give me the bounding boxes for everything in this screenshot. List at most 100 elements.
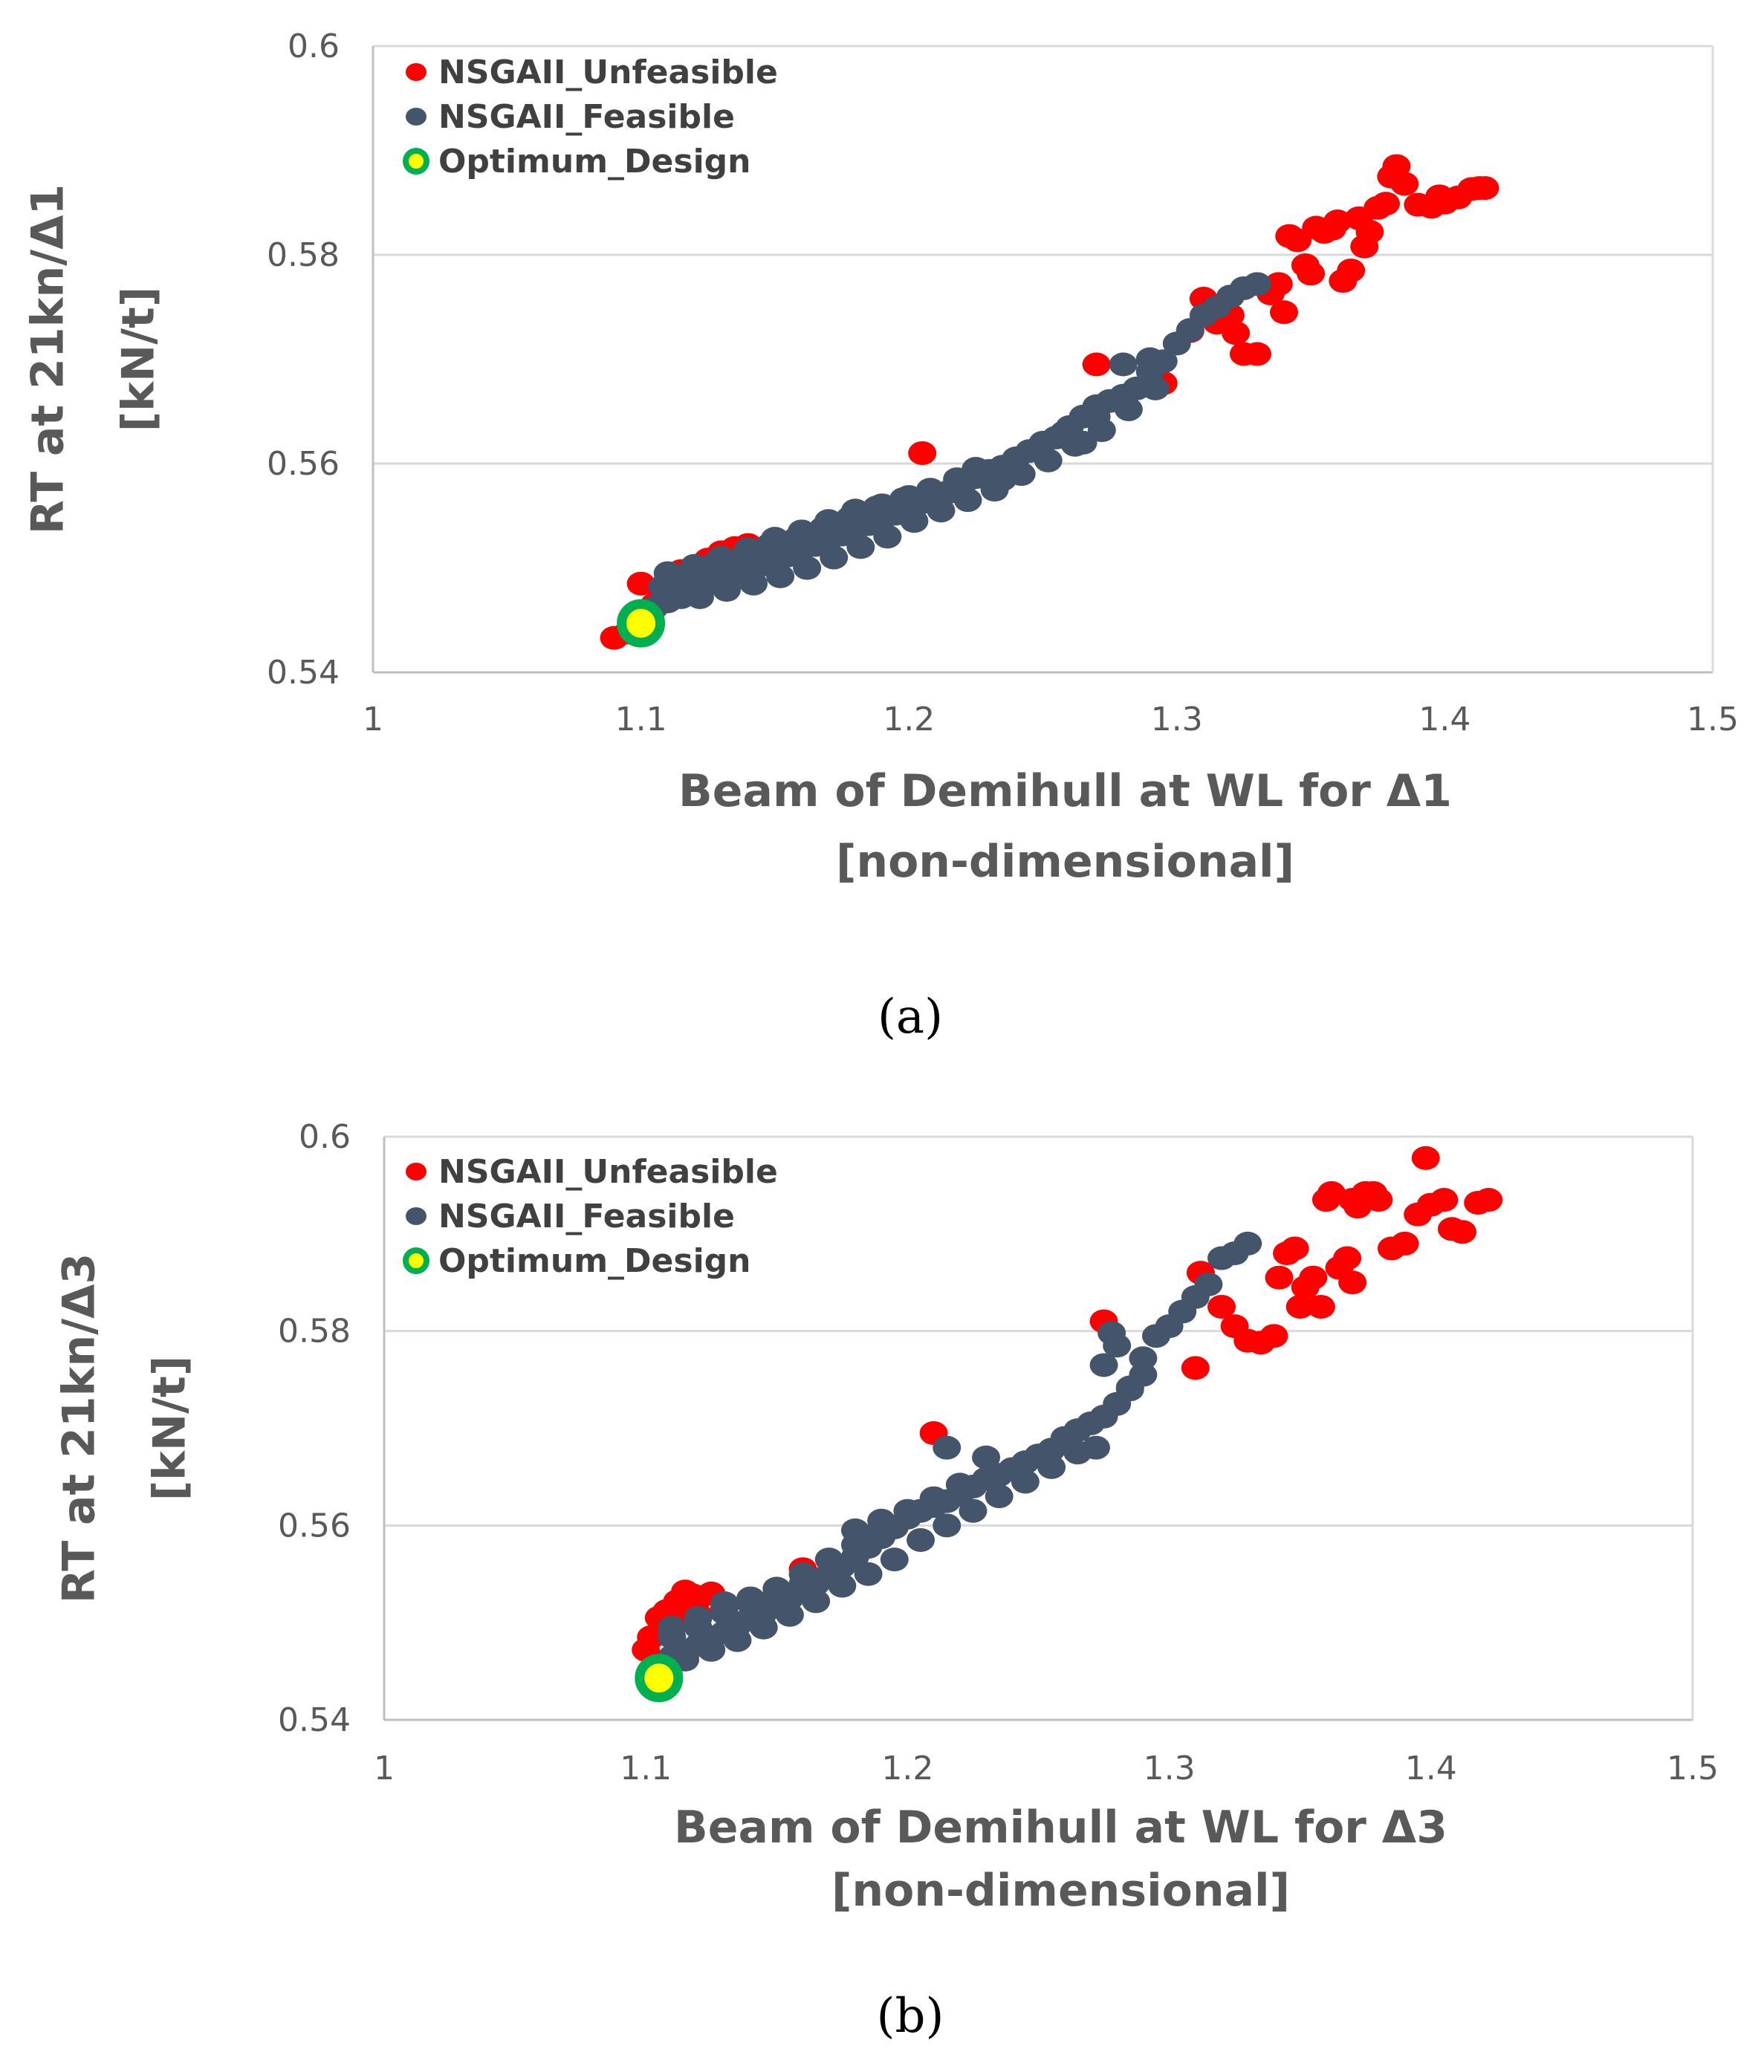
unfeasible-point <box>1259 1324 1288 1348</box>
unfeasible-point <box>908 441 937 465</box>
feasible-point <box>1114 397 1143 421</box>
unfeasible-point <box>1448 1220 1477 1244</box>
unfeasible-point <box>1333 1246 1362 1270</box>
feasible-point <box>760 527 789 551</box>
unfeasible-point <box>1297 262 1326 286</box>
unfeasible-point <box>1338 1270 1367 1295</box>
feasible-point <box>895 484 924 509</box>
feasible-point <box>788 1571 817 1596</box>
feasible-point <box>1089 1353 1118 1377</box>
y-tick-label: 0.56 <box>278 1507 351 1545</box>
x-tick-label: 1.3 <box>1144 1750 1196 1787</box>
feasible-point <box>775 1602 804 1627</box>
unfeasible-point <box>1411 1146 1440 1170</box>
feasible-point <box>685 585 714 609</box>
y-tick-label: 0.58 <box>278 1313 351 1351</box>
feasible-point <box>1082 404 1111 429</box>
legend-marker-feasible <box>406 108 427 126</box>
legend-marker-optimum <box>403 148 429 175</box>
feasible-point <box>1233 1231 1262 1256</box>
y-tick-label: 0.58 <box>267 236 340 274</box>
feasible-point <box>959 1498 988 1523</box>
feasible-point <box>1129 1363 1158 1387</box>
figure-caption: (a) <box>878 990 943 1045</box>
unfeasible-point <box>1430 1188 1459 1212</box>
unfeasible-point <box>626 571 655 596</box>
x-tick-label: 1 <box>374 1750 395 1787</box>
feasible-point <box>1011 1469 1040 1494</box>
chart-panel-b: 0.54 0.56 0.58 0.6 1 1.1 1.2 1.3 1.4 1.5 RT at 21k… <box>53 1118 1719 2044</box>
unfeasible-point <box>1242 342 1271 366</box>
legend-label: NSGAII_Unfeasible <box>438 1153 778 1191</box>
unfeasible-point <box>1323 210 1352 234</box>
optimum-design-point <box>635 1654 684 1703</box>
feasible-point <box>868 493 897 518</box>
feasible-point <box>1034 448 1063 472</box>
feasible-point <box>1141 376 1170 400</box>
x-axis-title: Beam of Demihull at WL for Δ3 <box>674 1802 1447 1854</box>
feasible-point <box>684 1605 713 1630</box>
unfeasible-point <box>1390 1231 1419 1256</box>
figure-caption: (b) <box>877 1989 944 2044</box>
unfeasible-point <box>1082 352 1111 377</box>
feasible-point <box>1037 1455 1066 1479</box>
legend-marker-unfeasible <box>406 63 427 81</box>
x-axis-title: [non-dimensional] <box>836 836 1294 888</box>
x-axis-title: [non-dimensional] <box>831 1865 1290 1917</box>
x-axis-title: Beam of Demihull at WL for Δ1 <box>678 765 1452 817</box>
feasible-point <box>919 1486 948 1510</box>
feasible-point <box>814 509 843 533</box>
feasible-point <box>985 1484 1014 1509</box>
x-tick-label: 1.5 <box>1667 1750 1719 1787</box>
feasible-point <box>988 467 1017 492</box>
legend-label: NSGAII_Feasible <box>438 1198 735 1235</box>
feasible-point <box>854 1562 883 1586</box>
x-tick-label: 1.4 <box>1405 1750 1457 1787</box>
unfeasible-point <box>1280 1236 1309 1261</box>
legend-label: NSGAII_Feasible <box>438 98 735 136</box>
feasible-point <box>710 1591 739 1615</box>
x-tick-label: 1.3 <box>1151 701 1203 738</box>
feasible-point <box>945 1472 974 1497</box>
feasible-point <box>733 537 762 562</box>
feasible-point <box>1135 347 1164 371</box>
unfeasible-point <box>1222 321 1251 345</box>
y-tick-label: 0.54 <box>278 1701 351 1739</box>
legend-marker-unfeasible <box>406 1163 427 1180</box>
unfeasible-point <box>1474 1188 1503 1212</box>
unfeasible-point <box>1285 1294 1314 1319</box>
feasible-point <box>787 519 816 544</box>
feasible-point <box>707 545 736 570</box>
feasible-point <box>723 1628 752 1652</box>
unfeasible-point <box>1306 1294 1335 1319</box>
chart-panel-a: 0.54 0.56 0.58 0.6 1 1.1 1.2 1.3 1.4 1.5 RT at 21k… <box>22 27 1739 1045</box>
feasible-point <box>658 1615 687 1640</box>
legend-label: NSGAII_Unfeasible <box>438 53 778 91</box>
feasible-point <box>1194 1272 1223 1296</box>
feasible-point <box>893 1498 922 1523</box>
feasible-point <box>680 553 709 578</box>
x-tick-label: 1.1 <box>615 701 667 738</box>
x-tick-label: 1.1 <box>620 1750 672 1787</box>
unfeasible-point <box>1264 272 1293 296</box>
feasible-point <box>814 1562 843 1586</box>
feasible-point <box>962 457 990 481</box>
feasible-point <box>1242 272 1271 296</box>
feasible-point <box>927 498 956 523</box>
legend-label: Optimum_Design <box>438 1242 751 1280</box>
unfeasible-point <box>1299 1265 1328 1290</box>
feasible-point <box>907 1527 935 1552</box>
unfeasible-point <box>1337 259 1366 283</box>
data-points <box>632 1146 1503 1703</box>
feasible-point <box>793 556 822 580</box>
feasible-point <box>749 1615 778 1640</box>
feasible-point <box>1129 1346 1158 1371</box>
y-tick-label: 0.6 <box>299 1118 351 1156</box>
legend-marker-feasible <box>406 1207 427 1225</box>
y-axis-title: RT at 21kn/Δ1 <box>22 184 74 535</box>
y-tick-label: 0.56 <box>267 445 340 483</box>
feasible-point <box>880 1547 909 1572</box>
unfeasible-point <box>1270 300 1299 325</box>
feasible-point <box>953 488 982 513</box>
